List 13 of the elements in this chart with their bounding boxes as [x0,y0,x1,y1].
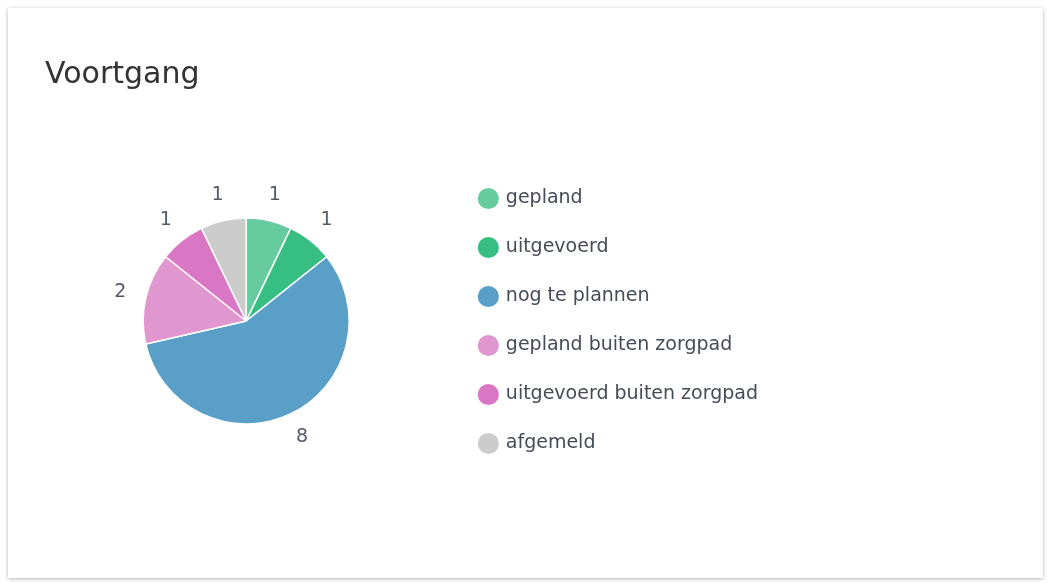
data-label: 1 [211,182,224,205]
chart-title: Voortgang [45,55,200,90]
data-label: 1 [268,182,281,205]
legend-label: nog te plannen [505,283,650,306]
legend-label: gepland [505,185,583,208]
data-label: 1 [159,207,172,230]
data-label: 1 [320,207,333,230]
data-label: 2 [114,279,127,302]
legend-label: gepland buiten zorgpad [505,332,733,355]
legend-label: afgemeld [505,430,596,453]
legend-label: uitgevoerd [505,234,609,257]
legend-label: uitgevoerd buiten zorgpad [505,381,759,404]
data-label: 8 [296,424,309,447]
